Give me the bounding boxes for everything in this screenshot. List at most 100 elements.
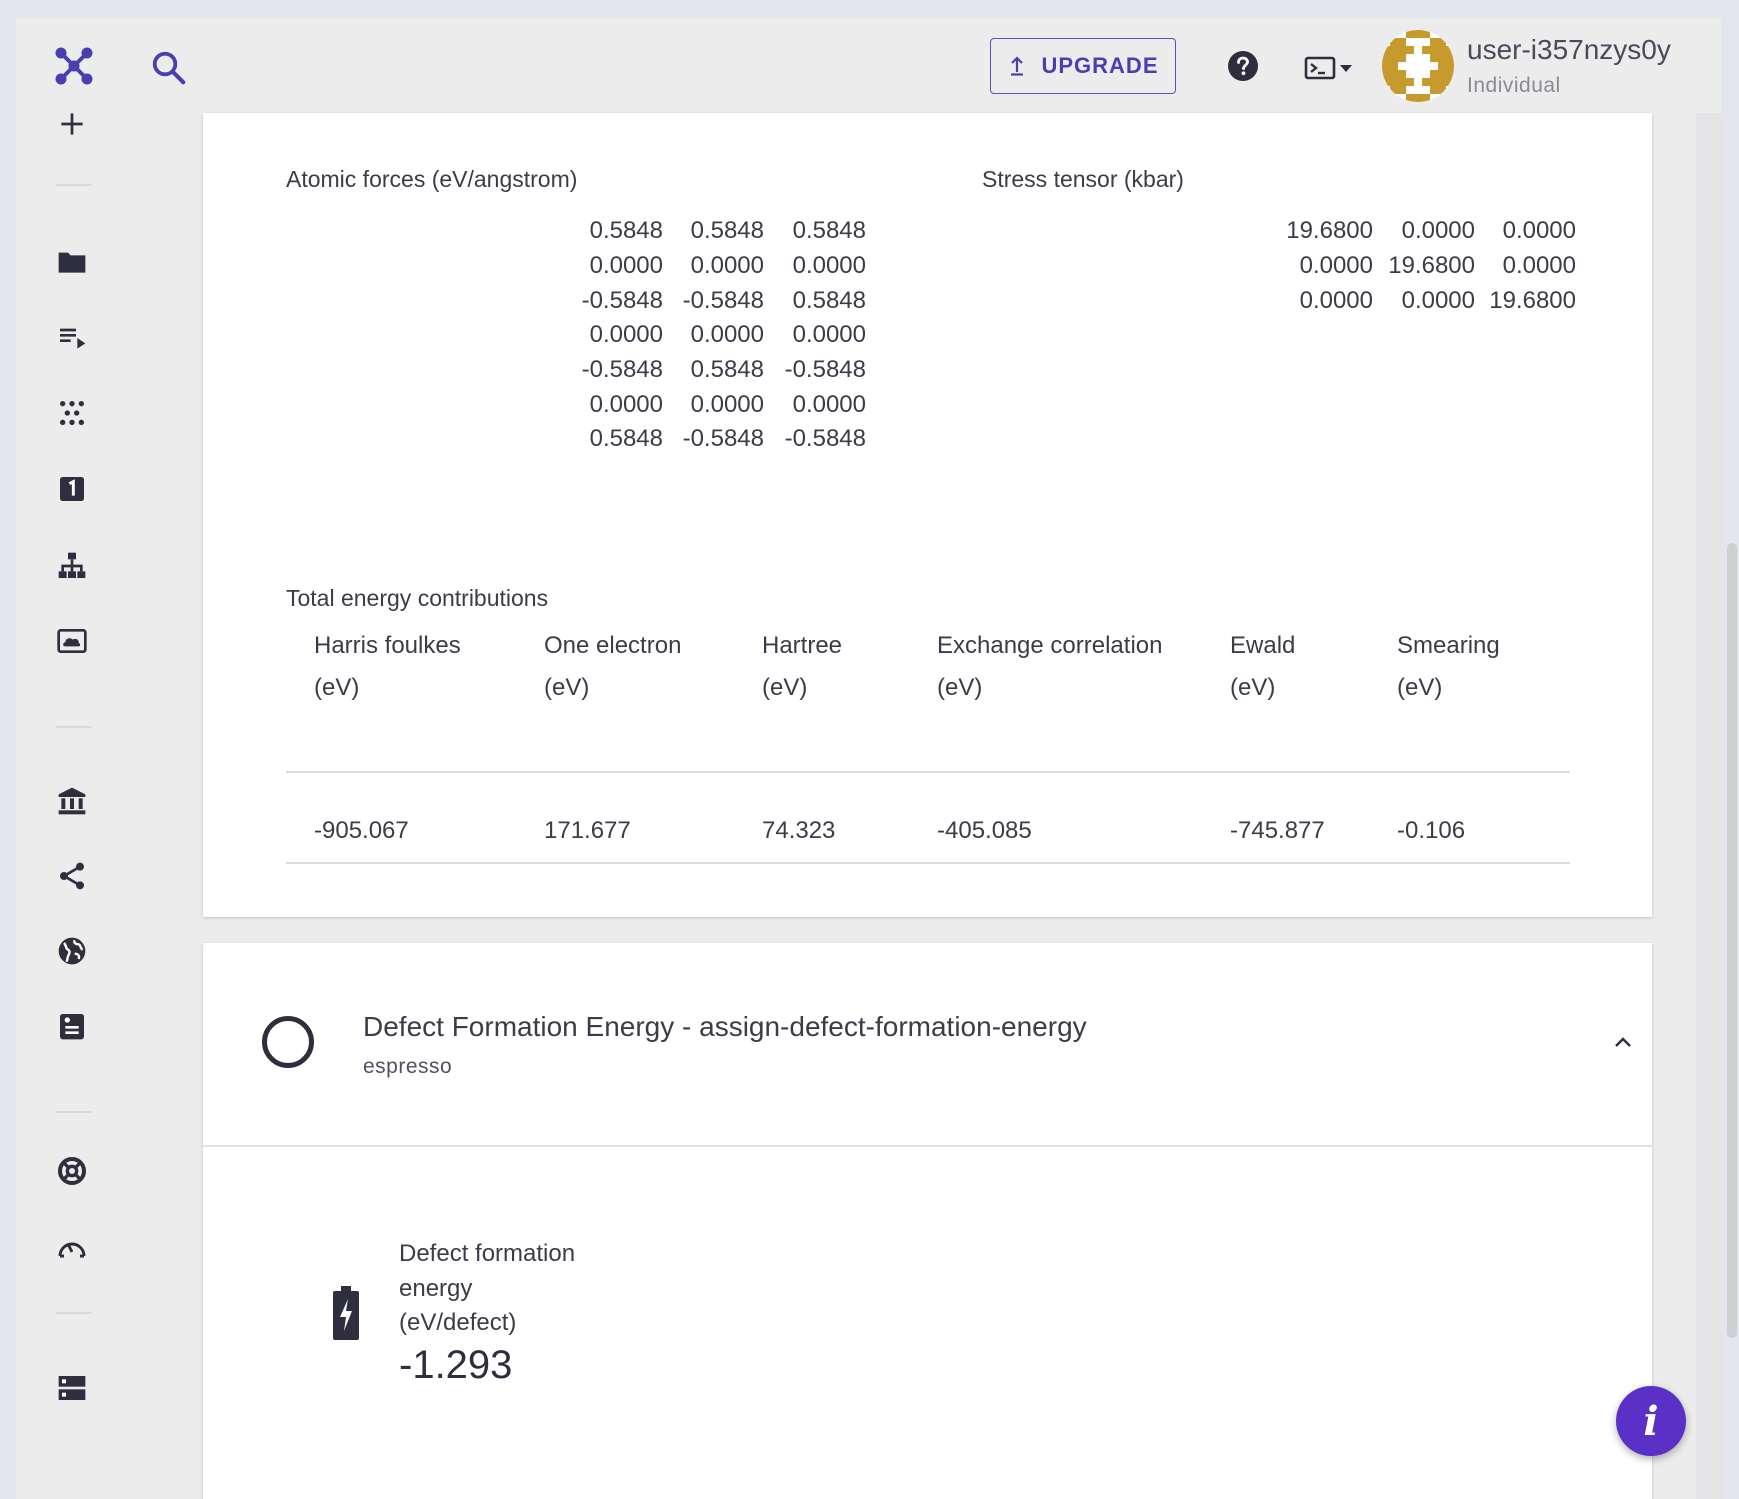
- table-header: Smearing (eV): [1397, 632, 1500, 701]
- logo-icon[interactable]: [54, 46, 94, 86]
- matrix-cell: 0.0000: [1502, 252, 1576, 280]
- property-label: Defect formation energy (eV/defect): [399, 1240, 576, 1336]
- matrix-cell: 0.0000: [589, 252, 663, 280]
- table-cell: 74.323: [762, 817, 836, 844]
- unit-title[interactable]: Defect Formation Energy - assign-defect-…: [363, 1011, 1087, 1042]
- cloud-icon[interactable]: [54, 623, 90, 659]
- matrix-cell: 0.0000: [792, 321, 866, 349]
- top-header: UPGRADE: [16, 18, 1721, 113]
- username[interactable]: user-i357nzys0y: [1467, 34, 1671, 65]
- matrix-row: 0.0000 0.0000 0.0000: [568, 387, 866, 422]
- matrix-cell: 0.0000: [1401, 217, 1475, 245]
- matrix-row: 0.0000 0.0000 0.0000: [568, 249, 866, 284]
- forces-matrix: 0.5848 0.5848 0.5848 0.0000 0.0000 0.0000 -0.5…: [568, 214, 866, 457]
- energy-title: Total energy contributions: [286, 585, 549, 611]
- matrix-row: 19.6800 0.0000 0.0000: [1270, 214, 1576, 249]
- table-cell: -405.085: [937, 817, 1032, 844]
- upgrade-button[interactable]: UPGRADE: [990, 38, 1176, 94]
- matrix-cell: 0.0000: [1502, 217, 1576, 245]
- help-icon[interactable]: [1227, 50, 1259, 82]
- number-one-icon[interactable]: [54, 471, 90, 507]
- table-cell: -905.067: [314, 817, 409, 844]
- matrix-row: 0.5848 0.5848 0.5848: [568, 214, 866, 249]
- matrix-cell: 0.5848: [792, 217, 866, 245]
- bank-icon[interactable]: [54, 783, 90, 819]
- matrix-cell: 0.0000: [792, 390, 866, 418]
- table-divider: [286, 862, 1570, 864]
- playlist-icon[interactable]: [54, 320, 90, 356]
- sidebar-divider: [56, 1111, 92, 1113]
- sidebar-divider: [56, 726, 92, 728]
- matrix-cell: 19.6800: [1388, 252, 1475, 280]
- table-header: Exchange correlation (eV): [937, 632, 1163, 701]
- matrix-cell: -0.5848: [581, 356, 663, 384]
- materials-icon[interactable]: [54, 395, 90, 431]
- status-circle-icon: [262, 1016, 314, 1068]
- scrollbar-thumb[interactable]: [1727, 543, 1737, 1338]
- matrix-cell: -0.5848: [682, 286, 764, 314]
- info-button[interactable]: i: [1616, 1386, 1686, 1456]
- matrix-row: -0.5848 0.5848 -0.5848: [568, 353, 866, 388]
- folder-icon[interactable]: [54, 244, 90, 280]
- upgrade-label: UPGRADE: [1041, 53, 1159, 78]
- stress-title: Stress tensor (kbar): [982, 166, 1184, 192]
- server-icon[interactable]: [54, 1370, 90, 1406]
- chevron-up-icon[interactable]: [1611, 1033, 1635, 1051]
- search-icon[interactable]: [150, 49, 188, 87]
- matrix-cell: -0.5848: [784, 356, 866, 384]
- sidebar-divider: [56, 1312, 92, 1314]
- notebook-icon[interactable]: [54, 1008, 90, 1044]
- add-icon[interactable]: [54, 106, 90, 142]
- upload-icon: [1011, 56, 1024, 76]
- support-icon[interactable]: [54, 1153, 90, 1189]
- info-icon: i: [1643, 1397, 1659, 1445]
- share-icon[interactable]: [54, 858, 90, 894]
- table-cell: 171.677: [544, 817, 631, 844]
- scrollbar-track[interactable]: [1696, 113, 1722, 1499]
- sidebar-divider: [56, 184, 92, 186]
- matrix-cell: 0.0000: [690, 390, 764, 418]
- unit-application: espresso: [363, 1055, 453, 1078]
- table-cell: -0.106: [1397, 817, 1466, 844]
- matrix-row: 0.0000 0.0000 19.6800: [1270, 283, 1576, 318]
- stress-matrix: 19.6800 0.0000 0.0000 0.0000 19.6800 0.0000 0.…: [1270, 214, 1576, 318]
- workflow-icon[interactable]: [54, 548, 90, 584]
- matrix-cell: 0.0000: [1401, 286, 1475, 314]
- matrix-cell: -0.5848: [581, 286, 663, 314]
- matrix-cell: 0.5848: [690, 217, 764, 245]
- matrix-cell: 0.0000: [1299, 252, 1373, 280]
- results-panel: Atomic forces (eV/angstrom) 0.5848 0.5848…: [203, 113, 1652, 917]
- matrix-row: 0.0000 19.6800 0.0000: [1270, 249, 1576, 284]
- matrix-cell: 0.0000: [589, 321, 663, 349]
- matrix-cell: 0.5848: [589, 217, 663, 245]
- matrix-cell: 0.5848: [589, 425, 663, 453]
- matrix-cell: 0.0000: [1299, 286, 1373, 314]
- matrix-row: -0.5848 -0.5848 0.5848: [568, 283, 866, 318]
- matrix-cell: 19.6800: [1286, 217, 1373, 245]
- matrix-row: 0.0000 0.0000 0.0000: [568, 318, 866, 353]
- matrix-cell: -0.5848: [682, 425, 764, 453]
- matrix-cell: 0.0000: [690, 321, 764, 349]
- table-cell: -745.877: [1230, 817, 1325, 844]
- avatar[interactable]: [1382, 30, 1454, 102]
- matrix-cell: 19.6800: [1489, 286, 1576, 314]
- dashboard-icon[interactable]: [54, 1230, 90, 1266]
- matrix-row: 0.5848 -0.5848 -0.5848: [568, 422, 866, 457]
- table-header: One electron (eV): [544, 632, 682, 701]
- property-value: -1.293: [399, 1343, 513, 1387]
- terminal-icon[interactable]: [1304, 54, 1356, 82]
- matrix-cell: 0.0000: [589, 390, 663, 418]
- table-header: Ewald (eV): [1230, 632, 1296, 701]
- forces-title: Atomic forces (eV/angstrom): [286, 166, 578, 192]
- table-header: Harris foulkes (eV): [314, 632, 461, 701]
- matrix-cell: 0.5848: [690, 356, 764, 384]
- globe-icon[interactable]: [54, 933, 90, 969]
- matrix-cell: 0.5848: [792, 286, 866, 314]
- battery-charging-icon: [333, 1286, 359, 1340]
- table-divider: [286, 771, 1570, 773]
- matrix-cell: 0.0000: [690, 252, 764, 280]
- matrix-cell: 0.0000: [792, 252, 866, 280]
- account-plan: Individual: [1467, 74, 1561, 97]
- app-frame: UPGRADE: [16, 18, 1737, 1499]
- table-header: Hartree (eV): [762, 632, 843, 701]
